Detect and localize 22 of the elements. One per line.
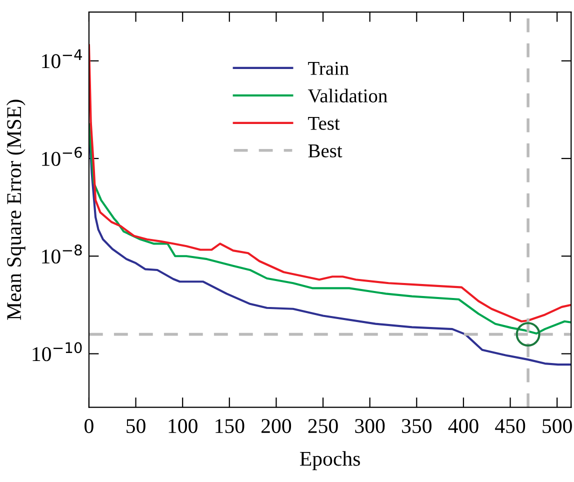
- legend-label: Validation: [308, 88, 388, 103]
- x-tick-label: 250: [308, 419, 338, 434]
- y-tick-label: 10$^{−10}$: [32, 342, 82, 362]
- x-tick-label: 0: [84, 419, 94, 434]
- x-axis-title: Epochs: [300, 451, 360, 470]
- x-tick-label: 50: [126, 419, 146, 434]
- legend-label: Test: [308, 116, 340, 130]
- y-tick-label: 10$^{−6}$: [42, 146, 82, 166]
- x-tick-label: 400: [448, 419, 478, 434]
- line-series: [88, 44, 572, 322]
- x-tick-label: 150: [216, 419, 244, 434]
- x-tick-label: 200: [262, 419, 292, 434]
- y-tick-label: 10$^{−8}$: [42, 244, 82, 264]
- x-tick-label: 450: [495, 419, 526, 434]
- x-tick-label: 100: [168, 419, 198, 434]
- y-tick-label: 10$^{−4}$: [42, 49, 82, 68]
- x-tick-label: 500: [542, 419, 572, 434]
- y-axis-title: Mean Square Error (MSE): [6, 100, 26, 320]
- x-tick-label: 350: [402, 419, 432, 434]
- legend-label: Train: [308, 62, 349, 75]
- x-tick-label: 300: [355, 419, 385, 434]
- legend-label: Best: [308, 144, 342, 158]
